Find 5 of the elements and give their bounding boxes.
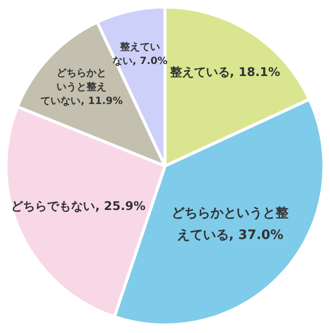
slice-label: どちらかというと整えていない, 11.9% [40, 68, 123, 107]
slice-label: 整えていない, 7.0% [112, 40, 168, 67]
slice-label: どちらかというと整えている, 37.0% [172, 206, 290, 243]
slice-label: 整えている, 18.1% [168, 65, 280, 80]
slice-label: どちらでもない, 25.9% [11, 198, 146, 213]
